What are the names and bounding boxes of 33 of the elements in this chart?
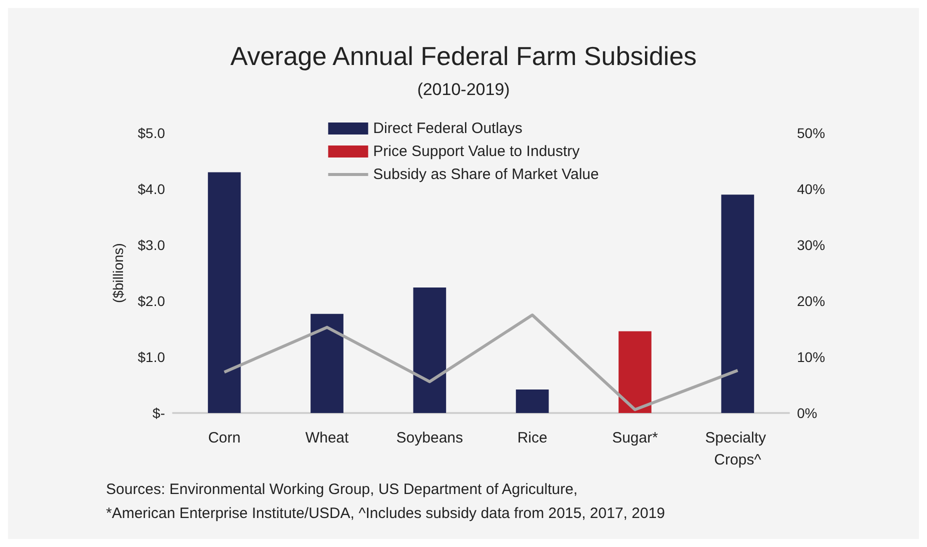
text: *American Enterprise Institute/USDA, ^Includes subsidy data from 2015, 2017, 2019 bbox=[106, 505, 666, 522]
legend-label: Subsidy as Share of Market Value bbox=[373, 166, 599, 183]
legend-label: Price Support Value to Industry bbox=[373, 143, 580, 160]
x-tick-label: Corn bbox=[208, 430, 241, 446]
x-tick-label: Wheat bbox=[305, 430, 350, 446]
y2-tick-label: 30% bbox=[797, 237, 826, 253]
bar bbox=[208, 172, 241, 413]
y2-tick-label: 50% bbox=[797, 125, 826, 141]
bar bbox=[721, 194, 754, 413]
y-tick-label: $- bbox=[152, 405, 166, 421]
x-tick-label: Soybeans bbox=[396, 430, 464, 446]
line-series bbox=[222, 314, 740, 412]
source-note: Sources: Environmental Working Group, US Department of Agriculture, bbox=[106, 481, 578, 498]
y2-tick-label: 0% bbox=[797, 405, 818, 421]
chart-title: Average Annual Federal Farm Subsidies bbox=[230, 41, 697, 71]
x-tick-label: Sugar* bbox=[612, 430, 658, 446]
bar bbox=[516, 389, 549, 413]
x-tick-label: Specialty Crops^ bbox=[705, 430, 770, 468]
y-tick-label: $5.0 bbox=[138, 125, 166, 141]
bar bbox=[618, 331, 652, 413]
bar bbox=[413, 288, 446, 413]
y2-tick-label: 40% bbox=[797, 181, 826, 197]
chart-subtitle: (2010-2019) bbox=[417, 80, 510, 99]
y-tick-label: $1.0 bbox=[138, 349, 166, 365]
bar bbox=[310, 314, 344, 413]
x-tick-label: Rice bbox=[517, 430, 548, 446]
y-tick-label: $3.0 bbox=[138, 237, 166, 253]
y-tick-label: $2.0 bbox=[138, 293, 166, 309]
y2-tick-label: 20% bbox=[797, 293, 826, 309]
legend-label: Direct Federal Outlays bbox=[373, 120, 522, 137]
y2-tick-label: 10% bbox=[797, 349, 826, 365]
y-axis-title: ($billions) bbox=[110, 243, 126, 303]
y-tick-label: $4.0 bbox=[138, 181, 166, 197]
